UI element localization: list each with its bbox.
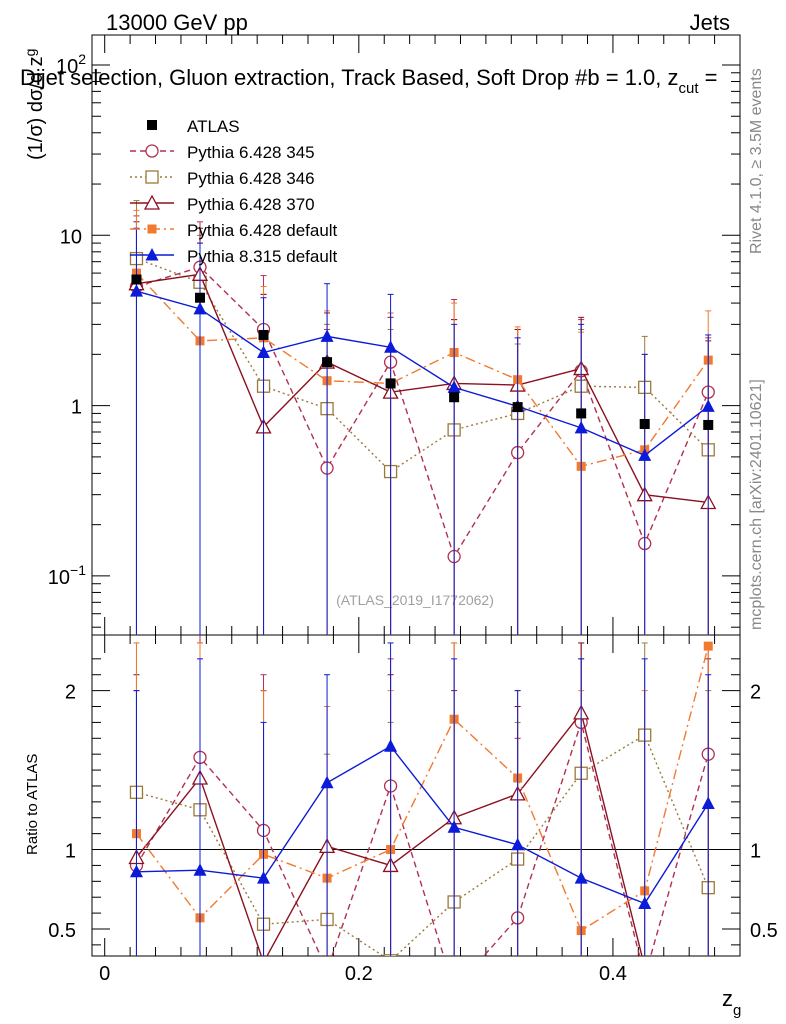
legend-marker-1 (145, 170, 159, 184)
series-4-point (447, 380, 461, 393)
xlabel: zg (722, 986, 741, 1019)
series-4-ratio-point (129, 864, 143, 878)
series-0-ratio-point (448, 983, 460, 995)
series-1-ratio-line (136, 734, 709, 956)
atlas-data-point (385, 378, 396, 389)
atlas-data-point (512, 402, 523, 413)
ratio-series-clipped (128, 635, 715, 995)
main-ytick-label: 102 (56, 51, 86, 78)
series-4-point (320, 329, 334, 342)
atlas-data-point (131, 274, 142, 285)
series-4-ratio-point (257, 871, 271, 884)
main-ytick-label: 10−1 (48, 562, 86, 589)
series-4-main (129, 227, 715, 635)
mcplots-label: mcplots.cern.ch [arXiv:2401.10621] (748, 379, 765, 630)
series-4-ratio-line (136, 745, 709, 905)
series-4-ratio-point (701, 796, 715, 809)
series-3-ratio (131, 641, 713, 956)
rivet-label: Rivet 4.1.0, ≥ 3.5M events (748, 68, 765, 254)
atlas-data-point (576, 408, 587, 419)
ratio-ytick-label-right: 1 (750, 841, 761, 863)
ratio-ytick-label-right: 0.5 (750, 920, 778, 942)
series-1-ratio-point (383, 954, 398, 956)
series-3-line (135, 272, 709, 468)
main-series-clipped (128, 200, 717, 635)
series-2-line (136, 273, 709, 504)
series-1-ratio (129, 642, 715, 956)
series-4-ratio-point (638, 896, 652, 910)
ratio-ytick-label: 1 (65, 841, 76, 863)
main-axes: 10−1 1 10 102 (48, 35, 740, 635)
legend-atlas-marker (147, 120, 157, 130)
xtick-label: 0 (99, 963, 110, 985)
series-0-ratio-line (135, 719, 709, 956)
xtick-label: 0.2 (345, 963, 373, 985)
ratio-axes: 0.5 0.5 1 1 2 2 0 0.2 0.4 (48, 635, 778, 985)
legend-label-3: Pythia 6.428 default (187, 221, 338, 240)
series-0-line (136, 266, 709, 559)
main-ytick-label: 10 (60, 226, 82, 248)
main-series (128, 200, 717, 635)
legend-label-4: Pythia 8.315 default (187, 247, 338, 266)
series-4-line (136, 290, 709, 457)
series-2-ratio (128, 642, 715, 979)
series-0-ratio (129, 635, 715, 995)
series-4-ratio (129, 642, 715, 956)
header-right: Jets (690, 10, 730, 35)
series-4-ratio-point (320, 775, 334, 789)
series-4-ratio-point (574, 871, 588, 884)
atlas-data (131, 274, 714, 430)
legend-marker-2 (143, 194, 161, 210)
ratio-ytick-label-right: 2 (750, 682, 761, 704)
atlas-data-point (703, 419, 714, 430)
series-4-ratio-point (193, 863, 207, 876)
series-2-ratio-line (135, 711, 643, 956)
series-3-main (131, 209, 713, 635)
ratio-panel-frame (91, 634, 741, 957)
atlas-data-point (195, 292, 205, 303)
series-4-ratio-point (511, 837, 525, 851)
series-4-point (574, 420, 588, 434)
legend-marker-4 (145, 248, 159, 261)
atlas-data-point (258, 329, 269, 340)
series-1-line (136, 257, 709, 473)
series-2-ratio-point (262, 953, 265, 956)
ratio-ytick-label: 0.5 (48, 920, 76, 942)
series-4-ratio-point (384, 739, 398, 752)
series-4-point (701, 399, 715, 412)
main-ytick-label: 1 (71, 397, 82, 419)
series-4-point (384, 340, 398, 353)
series-4-point (638, 448, 652, 461)
series-3-ratio-point (703, 641, 713, 651)
ratio-ylabel: Ratio to ATLAS (24, 754, 41, 855)
ratio-series (128, 635, 715, 995)
series-2-ratio-point (701, 966, 715, 979)
legend-marker-0 (145, 144, 159, 158)
series-0-ratio-point (639, 971, 651, 983)
xtick-label: 0.4 (599, 963, 627, 985)
header-left: 13000 GeV pp (106, 10, 248, 35)
legend-label-0: Pythia 6.428 345 (187, 143, 315, 162)
main-ylabel: (1/σ) dσ/d zg (22, 49, 47, 160)
series-0-ratio-point (321, 964, 333, 976)
legend-label-2: Pythia 6.428 370 (187, 195, 315, 214)
series-0-main (129, 215, 715, 635)
legend-atlas-label: ATLAS (187, 117, 240, 136)
analysis-watermark: (ATLAS_2019_I1772062) (336, 592, 494, 608)
series-4-point (257, 345, 271, 359)
series-3-ratio-line (135, 645, 709, 932)
legend-label-1: Pythia 6.428 346 (187, 169, 315, 188)
series-2-ratio-point (638, 960, 652, 973)
plot-title: Dijet selection, Gluon extraction, Track… (20, 65, 717, 97)
series-4-point (193, 301, 207, 315)
atlas-data-point (322, 357, 333, 368)
series-4-ratio-point (447, 820, 461, 833)
series-4-point (129, 284, 143, 297)
legend-marker-3 (147, 224, 157, 234)
atlas-data-point (639, 418, 650, 429)
ratio-ytick-label: 2 (65, 682, 76, 704)
atlas-data-point (449, 392, 460, 403)
legend: ATLAS Pythia 6.428 345 Pythia 6.428 346 Pyt… (130, 117, 338, 266)
